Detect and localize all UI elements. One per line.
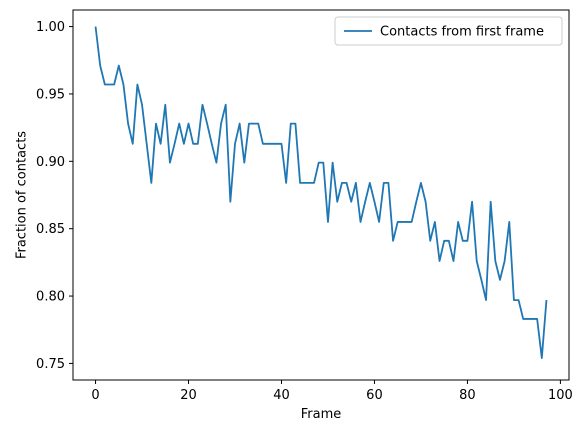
legend: Contacts from first frame bbox=[334, 16, 563, 46]
plot-frame bbox=[72, 9, 570, 381]
x-tick-label: 60 bbox=[366, 388, 383, 403]
x-tick-label: 80 bbox=[459, 388, 476, 403]
x-tick-label: 100 bbox=[548, 388, 573, 403]
series-group bbox=[94, 26, 548, 359]
y-axis-label: Fraction of contacts bbox=[15, 131, 30, 259]
x-tick-label: 20 bbox=[180, 388, 197, 403]
legend-label: Contacts from first frame bbox=[380, 25, 544, 40]
axis-ticks: 0 20 40 60 80 100 0.75 0.80 0.85 0.90 0.95 1.00 bbox=[36, 20, 573, 403]
y-tick-label: 0.95 bbox=[36, 87, 65, 102]
y-tick-label: 0.85 bbox=[36, 222, 65, 237]
y-tick-label: 0.90 bbox=[36, 155, 65, 170]
x-tick-label: 0 bbox=[91, 388, 99, 403]
x-tick-label: 40 bbox=[273, 388, 290, 403]
legend-box bbox=[334, 16, 563, 46]
y-tick-label: 1.00 bbox=[36, 20, 65, 35]
y-tick-label: 0.75 bbox=[36, 357, 65, 372]
x-axis-label: Frame bbox=[301, 407, 342, 422]
series-line bbox=[94, 26, 548, 359]
y-tick-label: 0.80 bbox=[36, 290, 65, 305]
